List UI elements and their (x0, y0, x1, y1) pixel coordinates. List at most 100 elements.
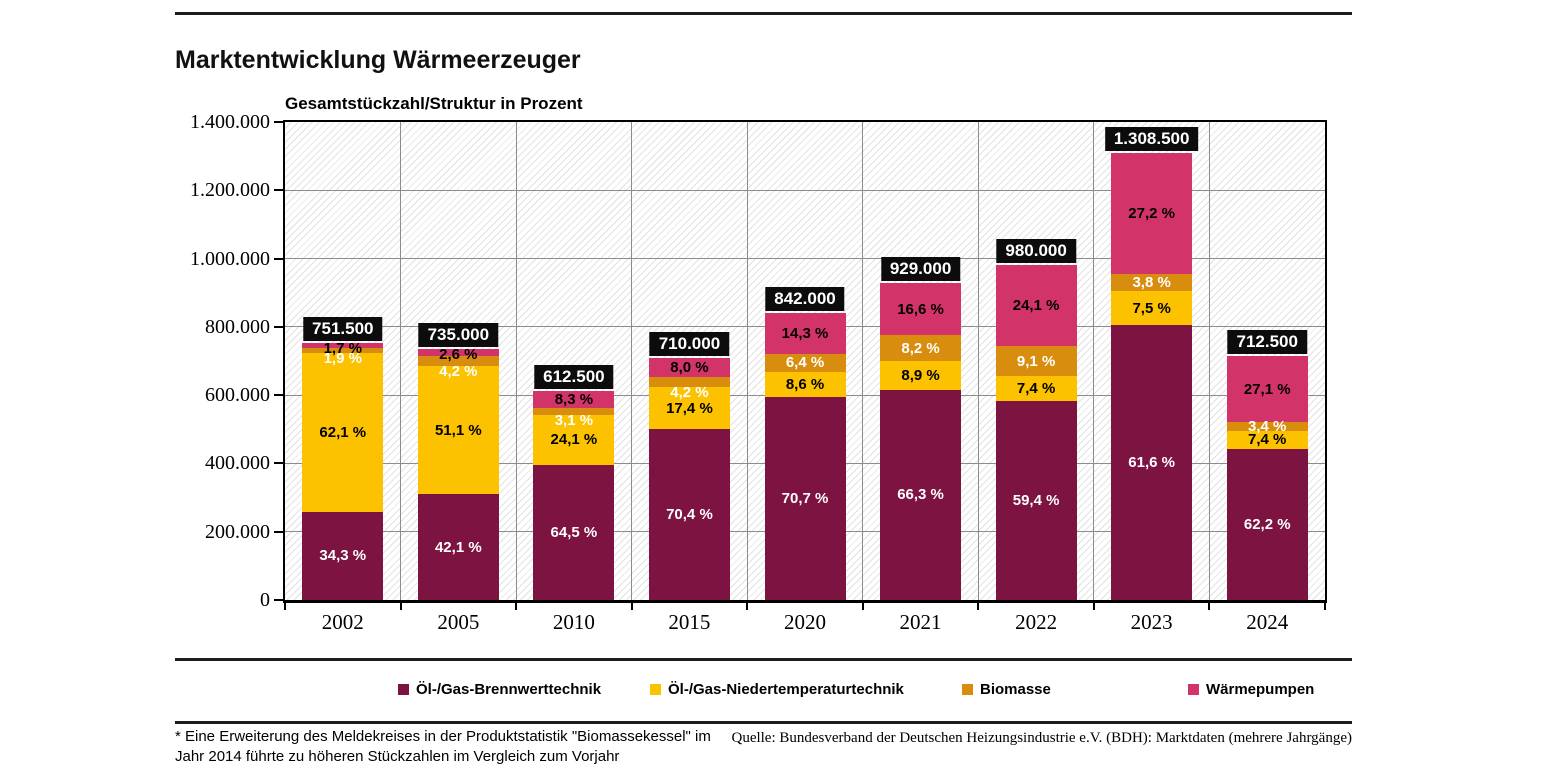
total-label: 980.000 (996, 239, 1076, 264)
total-label: 929.000 (880, 256, 961, 281)
segment-label: 61,6 % (1128, 453, 1175, 471)
total-label: 710.000 (649, 331, 730, 356)
bar-segment-brennwert (764, 396, 846, 600)
legend-divider-bottom (175, 721, 1352, 724)
legend-swatch-icon (962, 684, 973, 695)
legend-label: Öl-/Gas-Brennwerttechnik (416, 681, 602, 698)
total-label: 842.000 (765, 286, 845, 311)
y-tick-label: 800.000 (205, 315, 270, 338)
bar-segment-biomasse (533, 408, 615, 415)
legend-label: Öl-/Gas-Niedertemperaturtechnik (668, 681, 904, 698)
bar-segment-waermepumpen (880, 282, 962, 336)
bar-segment-brennwert (533, 465, 615, 600)
legend-label: Wärmepumpen (1206, 681, 1315, 698)
y-tick-mark (274, 121, 283, 123)
y-tick-mark (274, 599, 283, 601)
bar-segment-biomasse (648, 376, 730, 388)
footnote: * Eine Erweiterung des Meldekreises in d… (175, 727, 711, 767)
source-note: Quelle: Bundesverband der Deutschen Heiz… (731, 730, 1352, 746)
bar-segment-brennwert (302, 511, 384, 600)
bar-segment-brennwert (648, 429, 730, 600)
bar-segment-waermepumpen (533, 390, 615, 409)
bar-segment-biomasse (764, 353, 846, 373)
x-tick-label: 2024 (1246, 610, 1289, 634)
segment-label: 66,3 % (897, 486, 944, 504)
legend-item-2: Öl-/Gas-Niedertemperaturtechnik (650, 681, 904, 698)
legend-item-1: Öl-/Gas-Brennwerttechnik (398, 681, 601, 698)
y-tick-mark (274, 530, 283, 533)
segment-label: 8,3 % (554, 391, 594, 409)
bar-segment-biomasse (880, 335, 962, 362)
bar-segment-waermepumpen (302, 343, 384, 348)
x-tick-mark (1092, 601, 1095, 610)
bar-segment-niedertemperatur (302, 352, 384, 512)
bar-segment-brennwert (1226, 448, 1308, 600)
y-tick-mark (274, 462, 283, 465)
legend-divider-top (175, 658, 1352, 661)
bar-segment-brennwert (417, 494, 499, 600)
segment-label: 1,9 % (323, 349, 362, 367)
legend-item-3: Biomasse (962, 681, 1051, 698)
segment-label: 24,1 % (550, 431, 598, 449)
segment-label: 70,7 % (781, 489, 829, 507)
y-tick-label: 1.000.000 (190, 247, 270, 270)
y-tick-mark (274, 325, 283, 328)
segment-label: 6,4 % (785, 354, 825, 372)
x-tick-label: 2023 (1130, 610, 1173, 634)
plot-area: 34,3 % 62,1 % 1,9 % 1,7 % 751.500 42,1 % 51,1 … (283, 120, 1327, 603)
segment-label: 3,1 % (554, 411, 594, 429)
legend-label: Biomasse (980, 681, 1051, 698)
segment-label: 70,4 % (666, 506, 713, 524)
segment-label: 8,2 % (901, 339, 940, 357)
x-tick-mark (977, 601, 980, 610)
gridline-vertical (400, 122, 402, 600)
bar-segment-waermepumpen (1111, 152, 1193, 275)
segment-label: 17,4 % (666, 399, 713, 417)
segment-label: 64,5 % (550, 524, 598, 542)
bar-segment-biomasse (1226, 422, 1308, 431)
segment-label: 62,2 % (1243, 515, 1291, 533)
bar-segment-biomasse (302, 347, 384, 353)
gridline-vertical (631, 122, 633, 600)
legend-item-4: Wärmepumpen (1188, 681, 1314, 698)
x-tick-label: 2021 (899, 610, 942, 634)
bar-segment-biomasse (995, 346, 1077, 377)
y-tick-label: 1.400.000 (190, 111, 270, 133)
segment-label: 24,1 % (1012, 297, 1060, 315)
bar-segment-brennwert (880, 389, 962, 600)
bar-segment-waermepumpen (1226, 356, 1308, 423)
segment-label: 27,2 % (1128, 205, 1175, 223)
gridline-vertical (746, 122, 748, 600)
x-tick-label: 2005 (437, 610, 480, 634)
x-tick-label: 2015 (668, 610, 711, 634)
segment-label: 7,4 % (1248, 431, 1287, 449)
y-tick-mark (274, 394, 283, 397)
y-tick-mark (274, 257, 283, 260)
bar-segment-niedertemperatur (880, 361, 962, 390)
segment-label: 62,1 % (319, 423, 367, 441)
bar-segment-niedertemperatur (1111, 291, 1193, 325)
segment-label: 2,6 % (439, 345, 478, 363)
bar-segment-waermepumpen (417, 349, 499, 356)
segment-label: 27,1 % (1243, 380, 1291, 398)
bar-segment-brennwert (1111, 324, 1193, 600)
segment-label: 51,1 % (434, 421, 482, 439)
bar-segment-niedertemperatur (1226, 430, 1308, 449)
x-tick-mark (630, 601, 633, 610)
segment-label: 9,1 % (1016, 352, 1056, 370)
page-title: Marktentwicklung Wärmeerzeuger (175, 45, 581, 74)
y-tick-label: 600.000 (205, 384, 270, 407)
segment-label: 14,3 % (781, 324, 829, 342)
gridline-vertical (1208, 122, 1210, 600)
x-tick-mark (746, 601, 749, 610)
x-tick-mark (1208, 601, 1211, 610)
x-tick-label: 2010 (552, 610, 595, 634)
segment-label: 1,7 % (323, 339, 362, 357)
title-top-rule (175, 12, 1352, 15)
gridline-vertical (1093, 122, 1095, 600)
segment-label: 4,2 % (439, 363, 478, 381)
bar-segment-brennwert (995, 401, 1077, 600)
total-label: 1.308.500 (1104, 126, 1199, 151)
x-tick-mark (399, 601, 402, 610)
segment-label: 3,8 % (1132, 274, 1171, 292)
